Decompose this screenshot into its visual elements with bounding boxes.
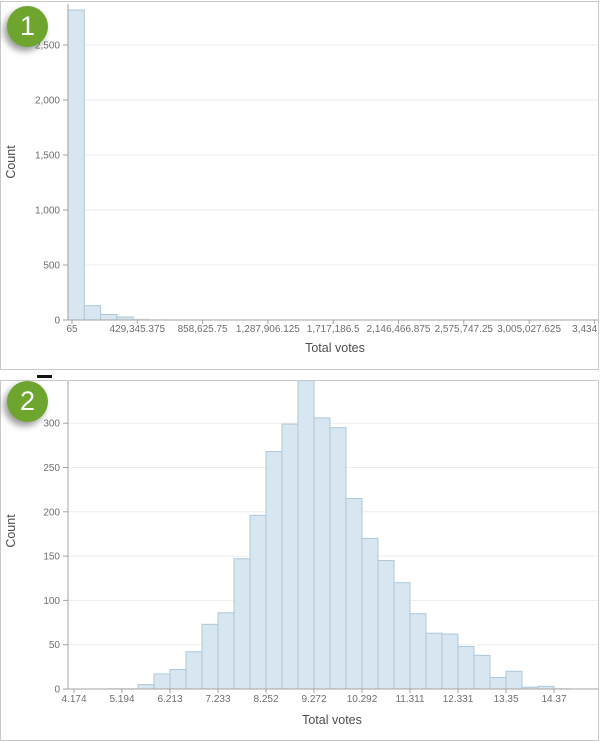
histogram-bar: [489, 676, 507, 690]
x-tick-label: 1,717,186.5: [307, 324, 360, 335]
y-tick-label: 200: [43, 507, 60, 518]
y-tick-label: 0: [54, 316, 60, 327]
chart-1-canvas: 0 500 1,000 1,500 2,000 2,500 65 429,345.375 858…: [4, 4, 598, 355]
x-axis-title: Total votes: [302, 713, 362, 727]
histogram-bar: [425, 632, 443, 690]
y-axis-title: Count: [4, 514, 18, 548]
y-tick-label: 1,000: [35, 206, 60, 217]
x-tick-label: 3,434,308: [572, 324, 598, 335]
x-tick-label: 858,625.75: [178, 324, 228, 335]
x-tick-label: 4.174: [61, 694, 86, 705]
histogram-bar: [377, 560, 395, 690]
x-tick-label: 5.194: [109, 694, 134, 705]
histogram-bar: [133, 318, 150, 320]
x-tick-label: 1,287,906.125: [236, 324, 300, 335]
histogram-bar: [393, 582, 411, 690]
y-tick-label: 2,500: [35, 41, 60, 52]
histogram-bar: [441, 633, 459, 690]
histogram-bar: [297, 381, 315, 690]
step-2-badge-number: 2: [19, 386, 36, 416]
histogram-bar: [345, 498, 363, 690]
histogram-bar: [233, 558, 251, 690]
histogram-bar: [201, 623, 219, 690]
y-tick-label: 500: [43, 261, 60, 272]
x-axis-title: Total votes: [305, 341, 365, 355]
histogram-bar: [137, 684, 155, 690]
x-tick-label: 14.37: [541, 694, 566, 705]
x-tick-label: 3,005,027.625: [497, 324, 561, 335]
histogram-bar: [473, 654, 491, 690]
histogram-bar: [249, 514, 267, 690]
step-1-badge: 1: [7, 6, 48, 47]
histogram-bar: [329, 427, 347, 690]
y-tick-label: 2,000: [35, 96, 60, 107]
x-tick-label: 429,345.375: [109, 324, 165, 335]
y-tick-label: 100: [43, 596, 60, 607]
histogram-bar: [281, 423, 299, 690]
x-tick-label: 2,146,466.875: [367, 324, 431, 335]
histogram-bar: [169, 669, 187, 690]
chart-1-card: 0 500 1,000 1,500 2,000 2,500 65 429,345.375 858…: [0, 1, 599, 370]
histogram-bar: [100, 314, 118, 321]
histogram-bar: [361, 537, 379, 690]
x-tick-label: 65: [66, 324, 78, 335]
stray-mark: [37, 375, 52, 378]
y-tick-label: 1,500: [35, 151, 60, 162]
x-tick-label: 7.233: [205, 694, 230, 705]
x-tick-label: 10.292: [347, 694, 378, 705]
x-tick-label: 2,575,747.25: [435, 324, 494, 335]
histogram-bar: [67, 9, 85, 321]
y-tick-label: 300: [43, 419, 60, 430]
histogram-bar: [313, 417, 331, 690]
y-tick-label: 50: [49, 640, 61, 651]
x-tick-label: 6.213: [157, 694, 182, 705]
y-tick-label: 150: [43, 552, 60, 563]
histogram-bar: [265, 451, 283, 690]
x-tick-label: 9.272: [301, 694, 326, 705]
histogram-bar: [185, 651, 203, 690]
y-tick-label: 0: [54, 685, 60, 696]
x-tick-label: 13.35: [493, 694, 518, 705]
step-1-badge-number: 1: [19, 11, 36, 41]
chart-2-card: 0 50 100 150 200 250 300 4.174 5.194 6.213 7.233 8.…: [0, 380, 599, 741]
x-tick-label: 12.331: [443, 694, 474, 705]
histogram-bar: [409, 613, 427, 690]
x-tick-label: 8.252: [253, 694, 278, 705]
step-2-badge: 2: [7, 381, 48, 422]
x-tick-label: 11.311: [395, 694, 425, 705]
histogram-bar: [153, 673, 171, 690]
histogram-bar: [217, 612, 235, 690]
histogram-bar: [505, 670, 523, 690]
y-axis-title: Count: [4, 145, 18, 179]
histogram-bar: [457, 645, 475, 690]
y-tick-label: 250: [43, 463, 60, 474]
histogram-bar: [83, 305, 102, 321]
chart-2-canvas: 0 50 100 150 200 250 300 4.174 5.194 6.213 7.233 8.…: [4, 381, 598, 727]
